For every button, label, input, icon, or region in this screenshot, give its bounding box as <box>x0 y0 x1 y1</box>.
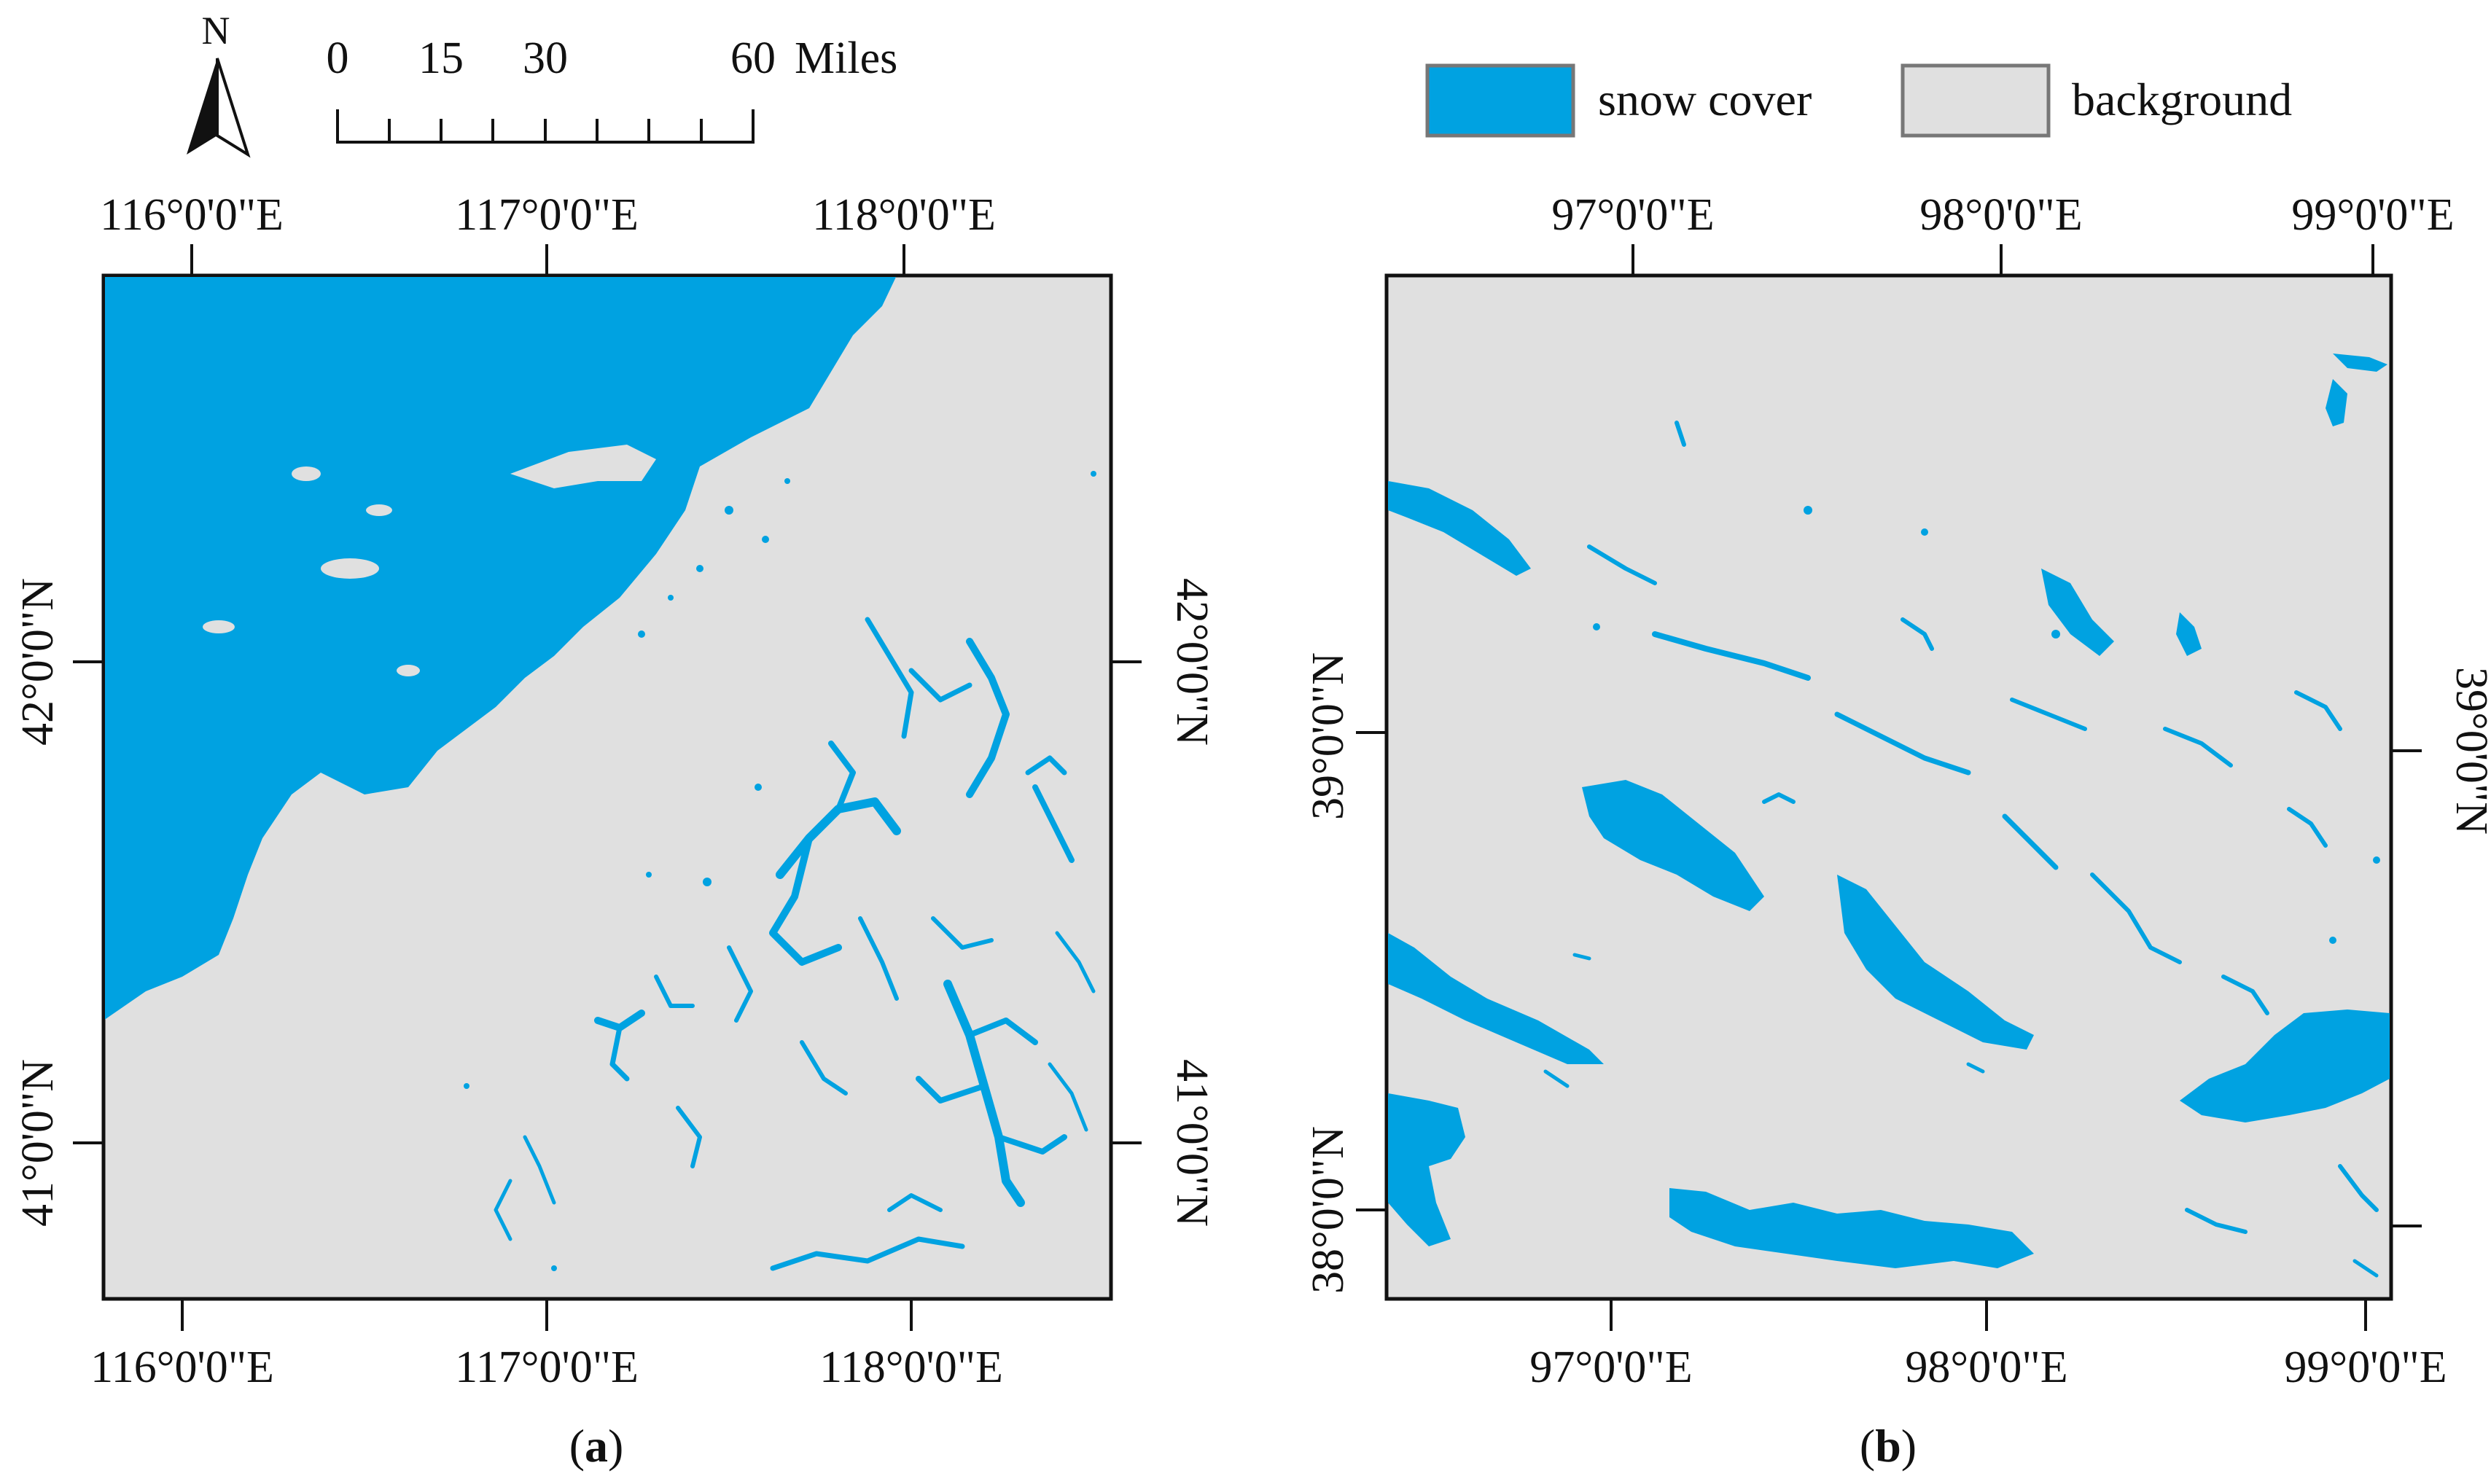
legend: snow cover background <box>1425 63 2292 138</box>
panel-b-top-lon-2: 98°0'0"E <box>1919 190 2082 240</box>
panel-a-right-lat-1: 42°0'0"N <box>1167 578 1217 746</box>
panel-a-top-lon-3: 118°0'0"E <box>812 190 996 240</box>
panel-a-top-lon-1: 116°0'0"E <box>100 190 284 240</box>
panel-a: 116°0'0"E 117°0'0"E 118°0'0"E <box>13 190 1217 1472</box>
scale-unit: Miles <box>795 34 897 83</box>
panel-a-snow-cover <box>105 277 1096 1271</box>
panel-b-bottom-lon-2: 98°0'0"E <box>1905 1343 2067 1392</box>
panel-b-top-lon-3: 99°0'0"E <box>2291 190 2454 240</box>
scale-bar: 0 15 30 60 Miles <box>327 34 897 144</box>
panel-a-caption-letter: a <box>585 1420 608 1472</box>
panel-b-caption: (b) <box>1860 1420 1917 1472</box>
panel-a-caption: (a) <box>569 1420 624 1472</box>
panel-a-top-lon-2: 117°0'0"E <box>455 190 639 240</box>
panel-a-right-lat-2: 41°0'0"N <box>1167 1059 1217 1227</box>
panel-b-top-lon-1: 97°0'0"E <box>1551 190 1714 240</box>
panel-b: 97°0'0"E 98°0'0"E 99°0'0"E <box>1303 190 2491 1472</box>
legend-swatch-background <box>1901 63 2051 138</box>
panel-a-left-lat-2: 41°0'0"N <box>13 1059 63 1227</box>
scale-label-15: 15 <box>418 34 464 83</box>
scale-label-30: 30 <box>523 34 568 83</box>
panel-b-snow-cover <box>1388 354 2390 1278</box>
legend-label-background: background <box>2072 74 2292 125</box>
north-arrow-label: N <box>202 9 230 52</box>
legend-label-snow: snow cover <box>1598 74 1812 125</box>
panel-a-bottom-lon-1: 116°0'0"E <box>90 1343 274 1392</box>
scale-label-0: 0 <box>327 34 349 83</box>
north-arrow-icon <box>187 58 251 158</box>
scale-label-60: 60 <box>730 34 776 83</box>
north-arrow: N <box>187 9 251 158</box>
panel-b-left-lat-1: 39°0'0"N <box>1303 652 1353 820</box>
panel-b-map <box>1384 273 2393 1301</box>
panel-b-bottom-lon-1: 97°0'0"E <box>1529 1343 1692 1392</box>
panel-b-bottom-lon-3: 99°0'0"E <box>2284 1343 2447 1392</box>
panel-b-left-lat-2: 38°0'0"N <box>1303 1126 1353 1294</box>
panel-a-bottom-lon-2: 117°0'0"E <box>455 1343 639 1392</box>
panel-a-left-lat-1: 42°0'0"N <box>13 578 63 746</box>
legend-swatch-snow <box>1425 63 1575 138</box>
panel-b-caption-letter: b <box>1875 1420 1901 1472</box>
panel-b-right-lat-1: 39°0'0"N <box>2447 667 2491 835</box>
panel-a-bottom-lon-3: 118°0'0"E <box>819 1343 1003 1392</box>
